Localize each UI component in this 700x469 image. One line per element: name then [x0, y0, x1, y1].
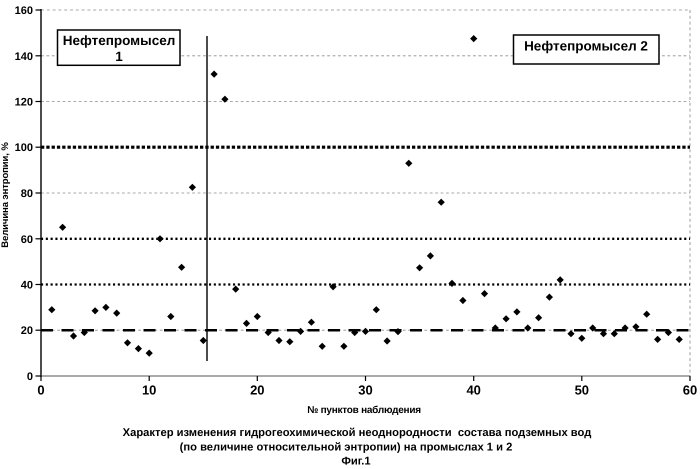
- svg-text:20: 20: [21, 325, 33, 337]
- svg-text:№ пунктов наблюдения: № пунктов наблюдения: [307, 405, 421, 416]
- svg-text:40: 40: [466, 383, 480, 398]
- svg-text:80: 80: [21, 188, 33, 200]
- svg-text:Нефтепромысел: Нефтепромысел: [63, 33, 176, 48]
- svg-text:30: 30: [358, 383, 372, 398]
- svg-text:0: 0: [27, 371, 33, 383]
- svg-text:Нефтепромысел 2: Нефтепромысел 2: [524, 38, 648, 53]
- svg-text:(по величине относительной энт: (по величине относительной энтропии) на …: [180, 442, 513, 454]
- svg-text:1: 1: [115, 49, 123, 64]
- svg-text:20: 20: [250, 383, 264, 398]
- svg-text:60: 60: [683, 383, 697, 398]
- svg-text:Величина энтропии, %: Величина энтропии, %: [0, 142, 11, 248]
- svg-text:40: 40: [21, 280, 33, 292]
- svg-text:120: 120: [15, 97, 33, 109]
- svg-text:Фиг.1: Фиг.1: [341, 456, 370, 468]
- svg-text:Характер изменения гидрогеохим: Характер изменения гидрогеохимической не…: [123, 427, 592, 439]
- svg-text:60: 60: [21, 234, 33, 246]
- svg-text:160: 160: [15, 5, 33, 17]
- svg-text:10: 10: [142, 383, 156, 398]
- svg-text:140: 140: [15, 51, 33, 63]
- svg-text:0: 0: [37, 383, 44, 398]
- svg-text:100: 100: [15, 142, 33, 154]
- svg-text:50: 50: [575, 383, 589, 398]
